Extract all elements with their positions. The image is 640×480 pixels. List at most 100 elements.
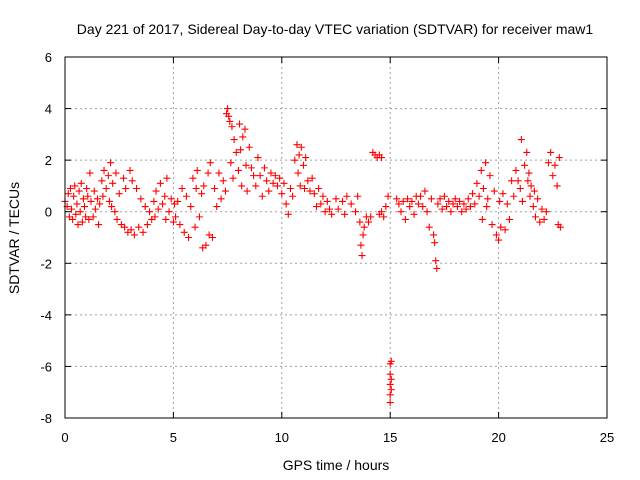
data-point xyxy=(380,213,388,221)
data-point xyxy=(469,190,477,198)
data-point xyxy=(81,203,89,211)
x-tick-label: 0 xyxy=(61,430,68,445)
data-point xyxy=(339,197,347,205)
data-point xyxy=(436,195,444,203)
data-point xyxy=(289,192,297,200)
data-point xyxy=(456,197,464,205)
data-point xyxy=(139,228,147,236)
data-point xyxy=(200,182,208,190)
data-point xyxy=(263,177,271,185)
data-point xyxy=(95,221,103,229)
data-point xyxy=(496,197,504,205)
data-point xyxy=(133,185,141,193)
data-point xyxy=(536,218,544,226)
x-tick-label: 5 xyxy=(170,430,177,445)
data-point xyxy=(128,177,136,185)
tick-layer: 0 5 10 15 20 25 -8 -6 -4 -2 0 2 4 6 xyxy=(40,50,614,445)
data-point xyxy=(299,161,307,169)
data-point xyxy=(191,223,199,231)
data-point xyxy=(341,210,349,218)
data-point xyxy=(542,208,550,216)
data-point xyxy=(291,156,299,164)
data-point xyxy=(72,210,80,218)
data-point xyxy=(358,252,366,260)
data-point xyxy=(482,159,490,167)
grid-layer xyxy=(65,57,607,418)
data-point xyxy=(127,226,135,234)
data-point xyxy=(386,380,394,388)
data-point xyxy=(354,192,362,200)
data-point xyxy=(112,169,120,177)
data-point xyxy=(91,205,99,213)
data-point xyxy=(280,179,288,187)
data-point xyxy=(378,154,386,162)
data-point xyxy=(193,166,201,174)
data-point xyxy=(120,174,128,182)
data-point xyxy=(104,172,112,180)
data-point xyxy=(523,148,531,156)
x-tick-label: 25 xyxy=(600,430,614,445)
data-point xyxy=(297,143,305,151)
data-point xyxy=(68,205,76,213)
data-point xyxy=(473,179,481,187)
data-point xyxy=(404,195,412,203)
data-point xyxy=(211,185,219,193)
data-point xyxy=(483,203,491,211)
data-point xyxy=(419,203,427,211)
data-point xyxy=(547,148,555,156)
data-point xyxy=(440,192,448,200)
plot-frame xyxy=(64,56,608,419)
data-point xyxy=(312,203,320,211)
data-point xyxy=(224,105,232,113)
data-point xyxy=(156,179,164,187)
data-point xyxy=(352,208,360,216)
data-point xyxy=(94,195,102,203)
data-point xyxy=(243,187,251,195)
data-point xyxy=(356,218,364,226)
data-point xyxy=(90,187,98,195)
data-point xyxy=(306,187,314,195)
data-point xyxy=(239,133,247,141)
data-point xyxy=(302,154,310,162)
data-point xyxy=(458,208,466,216)
data-point xyxy=(215,169,223,177)
data-point xyxy=(408,197,416,205)
data-point xyxy=(121,223,129,231)
data-point xyxy=(544,159,552,167)
data-point xyxy=(529,203,537,211)
data-point xyxy=(521,161,529,169)
data-point xyxy=(86,169,94,177)
data-point xyxy=(334,205,342,213)
data-point xyxy=(247,164,255,172)
data-point xyxy=(109,179,117,187)
data-point xyxy=(387,357,395,365)
data-point xyxy=(165,208,173,216)
data-point xyxy=(256,172,264,180)
data-point xyxy=(178,185,186,193)
data-point xyxy=(245,143,253,151)
data-layer xyxy=(61,105,564,407)
data-point xyxy=(74,221,82,229)
data-point xyxy=(151,213,159,221)
data-point xyxy=(460,200,468,208)
y-tick-label: -2 xyxy=(40,256,52,271)
data-point xyxy=(79,195,87,203)
data-point xyxy=(225,112,233,120)
data-point xyxy=(230,136,238,144)
data-point xyxy=(365,218,373,226)
data-point xyxy=(432,257,440,265)
data-point xyxy=(490,187,498,195)
data-point xyxy=(387,375,395,383)
data-point xyxy=(107,159,115,167)
data-point xyxy=(414,200,422,208)
data-point xyxy=(553,182,561,190)
data-point xyxy=(325,205,333,213)
data-point xyxy=(71,182,79,190)
data-point xyxy=(427,195,435,203)
data-point xyxy=(308,174,316,182)
data-point xyxy=(430,231,438,239)
data-point xyxy=(73,200,81,208)
data-point xyxy=(514,177,522,185)
x-tick-label: 15 xyxy=(383,430,397,445)
data-point xyxy=(143,221,151,229)
